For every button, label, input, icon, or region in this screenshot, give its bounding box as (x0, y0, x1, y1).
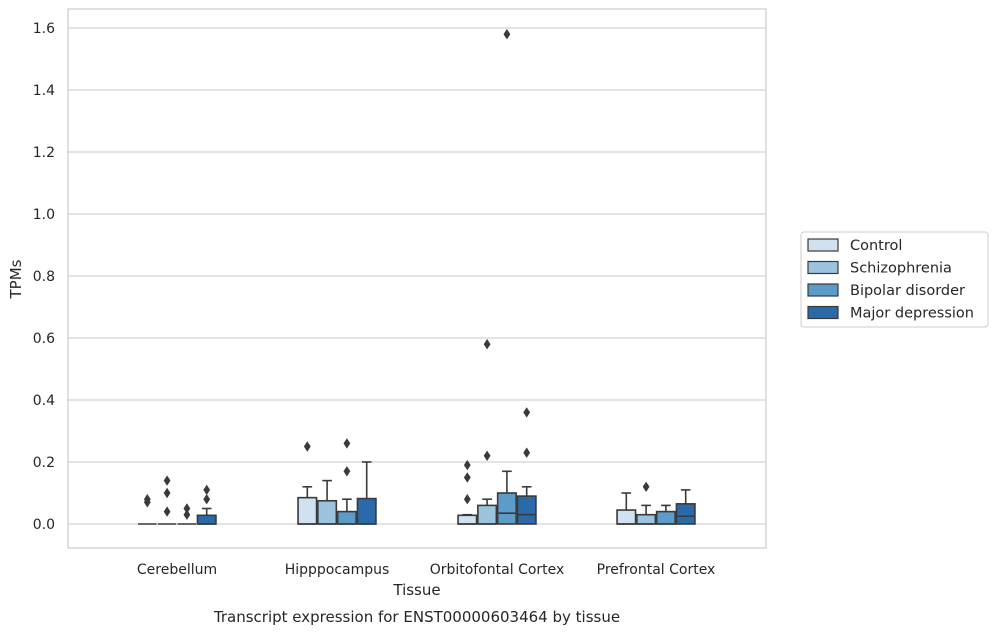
y-tick-label: 0.8 (33, 269, 55, 285)
y-axis-title: TPMs (7, 259, 25, 299)
legend-label: Control (850, 238, 902, 254)
legend-entry: Bipolar disorder (807, 283, 965, 299)
outlier-point (303, 441, 311, 452)
box-schizophrenia (636, 504, 657, 525)
outlier-point (203, 484, 211, 496)
outlier-point (143, 494, 151, 505)
outlier-point (183, 503, 191, 514)
y-tick-label: 0.0 (33, 517, 55, 533)
outlier-point (183, 509, 191, 520)
box-bipolar-disorder (336, 498, 357, 525)
y-tick-labels: 0.0 0.2 0.4 0.6 0.8 1.0 1.2 1.4 1.6 (33, 21, 55, 533)
outlier-point (463, 459, 471, 471)
y-tick-label: 0.4 (33, 393, 55, 409)
box-bipolar-disorder (655, 504, 676, 525)
x-axis-title: Tissue (392, 581, 440, 599)
chart-caption: Transcript expression for ENST0000060346… (213, 608, 620, 626)
x-tick-label: Hipppocampus (285, 562, 390, 578)
outlier-point (163, 475, 171, 486)
outlier-point (503, 29, 511, 40)
legend-label: Schizophrenia (850, 261, 952, 277)
y-tick-label: 1.6 (33, 21, 55, 37)
legend-entry: Control (807, 238, 902, 254)
y-tick-label: 0.6 (33, 331, 55, 347)
outlier-point (463, 472, 471, 483)
x-tick-labels: Cerebellum Hipppocampus Orbitofontal Corte… (137, 562, 715, 578)
box-major-depression (516, 485, 537, 525)
outlier-point (523, 407, 531, 418)
y-tick-label: 1.2 (33, 145, 55, 161)
y-tick-label: 1.4 (33, 83, 55, 99)
legend-entry: Schizophrenia (807, 260, 952, 277)
x-tick-label: Prefrontal Cortex (597, 562, 716, 578)
outlier-point (343, 466, 351, 477)
legend-swatch (807, 305, 839, 320)
box-control (297, 485, 318, 525)
box-schizophrenia (317, 479, 338, 525)
outlier-point (523, 447, 531, 458)
outliers (143, 29, 650, 520)
box-control (457, 513, 478, 525)
plot-frame (67, 8, 767, 549)
legend: Control Schizophrenia Bipolar disorder Majo… (800, 231, 989, 328)
box-major-depression (675, 489, 696, 525)
outlier-point (483, 339, 491, 350)
legend-swatch (807, 283, 839, 297)
legend-label: Bipolar disorder (850, 283, 965, 299)
box-control (616, 492, 637, 525)
legend-swatch (807, 260, 839, 275)
x-tick-label: Orbitofontal Cortex (430, 562, 565, 578)
boxes (138, 461, 696, 525)
box-major-depression (196, 507, 217, 525)
legend-swatch (807, 238, 839, 252)
x-tick-label: Cerebellum (137, 562, 217, 578)
legend-entry: Major depression (807, 305, 974, 322)
outlier-point (483, 450, 491, 461)
box-schizophrenia (477, 498, 498, 525)
legend-frame (800, 231, 989, 328)
y-tick-label: 1.0 (33, 207, 55, 223)
y-tick-label: 0.2 (33, 455, 55, 471)
outlier-point (163, 506, 171, 517)
legend-label: Major depression (850, 306, 974, 322)
outlier-point (203, 494, 211, 505)
outlier-point (343, 438, 351, 449)
box-major-depression (356, 461, 377, 525)
outlier-point (163, 487, 171, 499)
outlier-point (642, 481, 650, 492)
outlier-point (463, 494, 471, 505)
box-bipolar-disorder (496, 470, 517, 525)
